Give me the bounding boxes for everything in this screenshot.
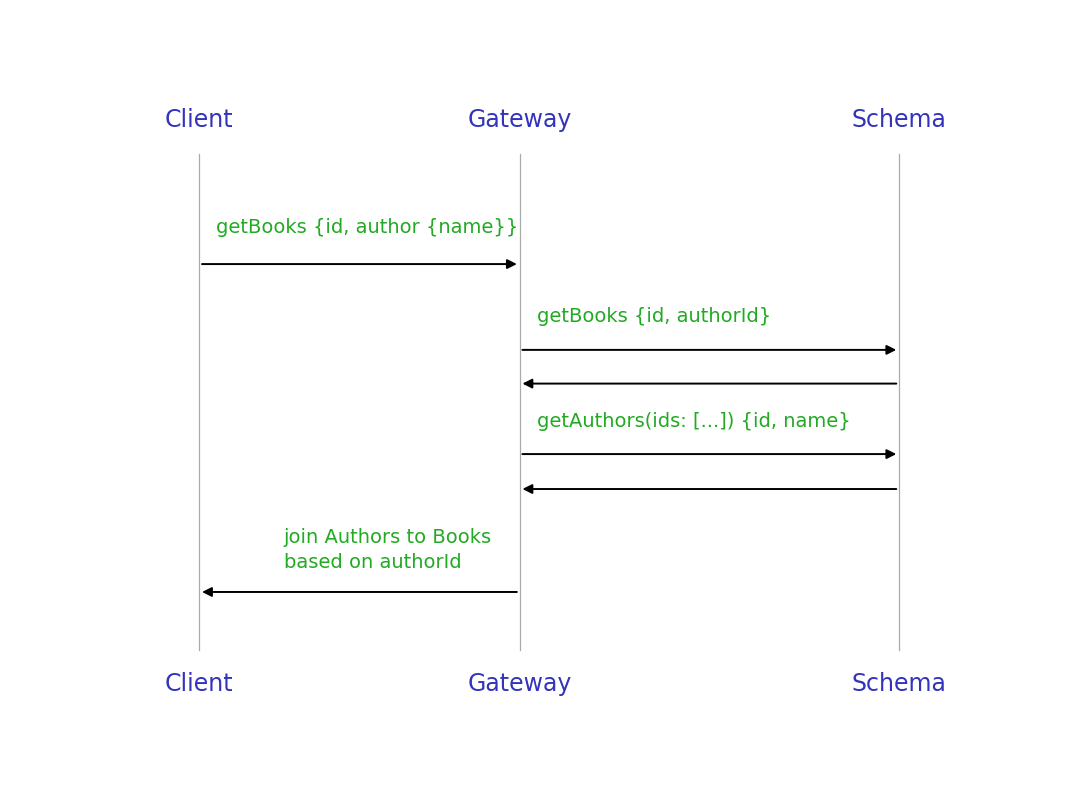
Text: Schema: Schema [852,108,947,132]
Text: Client: Client [165,108,234,132]
Text: Client: Client [165,672,234,696]
Text: getBooks {id, author {name}}: getBooks {id, author {name}} [217,218,519,236]
Text: Gateway: Gateway [468,108,572,132]
Text: getBooks {id, authorId}: getBooks {id, authorId} [536,306,770,326]
Text: Schema: Schema [852,672,947,696]
Text: getAuthors(ids: [...]) {id, name}: getAuthors(ids: [...]) {id, name} [536,412,850,431]
Text: Gateway: Gateway [468,672,572,696]
Text: join Authors to Books
based on authorId: join Authors to Books based on authorId [284,529,492,572]
